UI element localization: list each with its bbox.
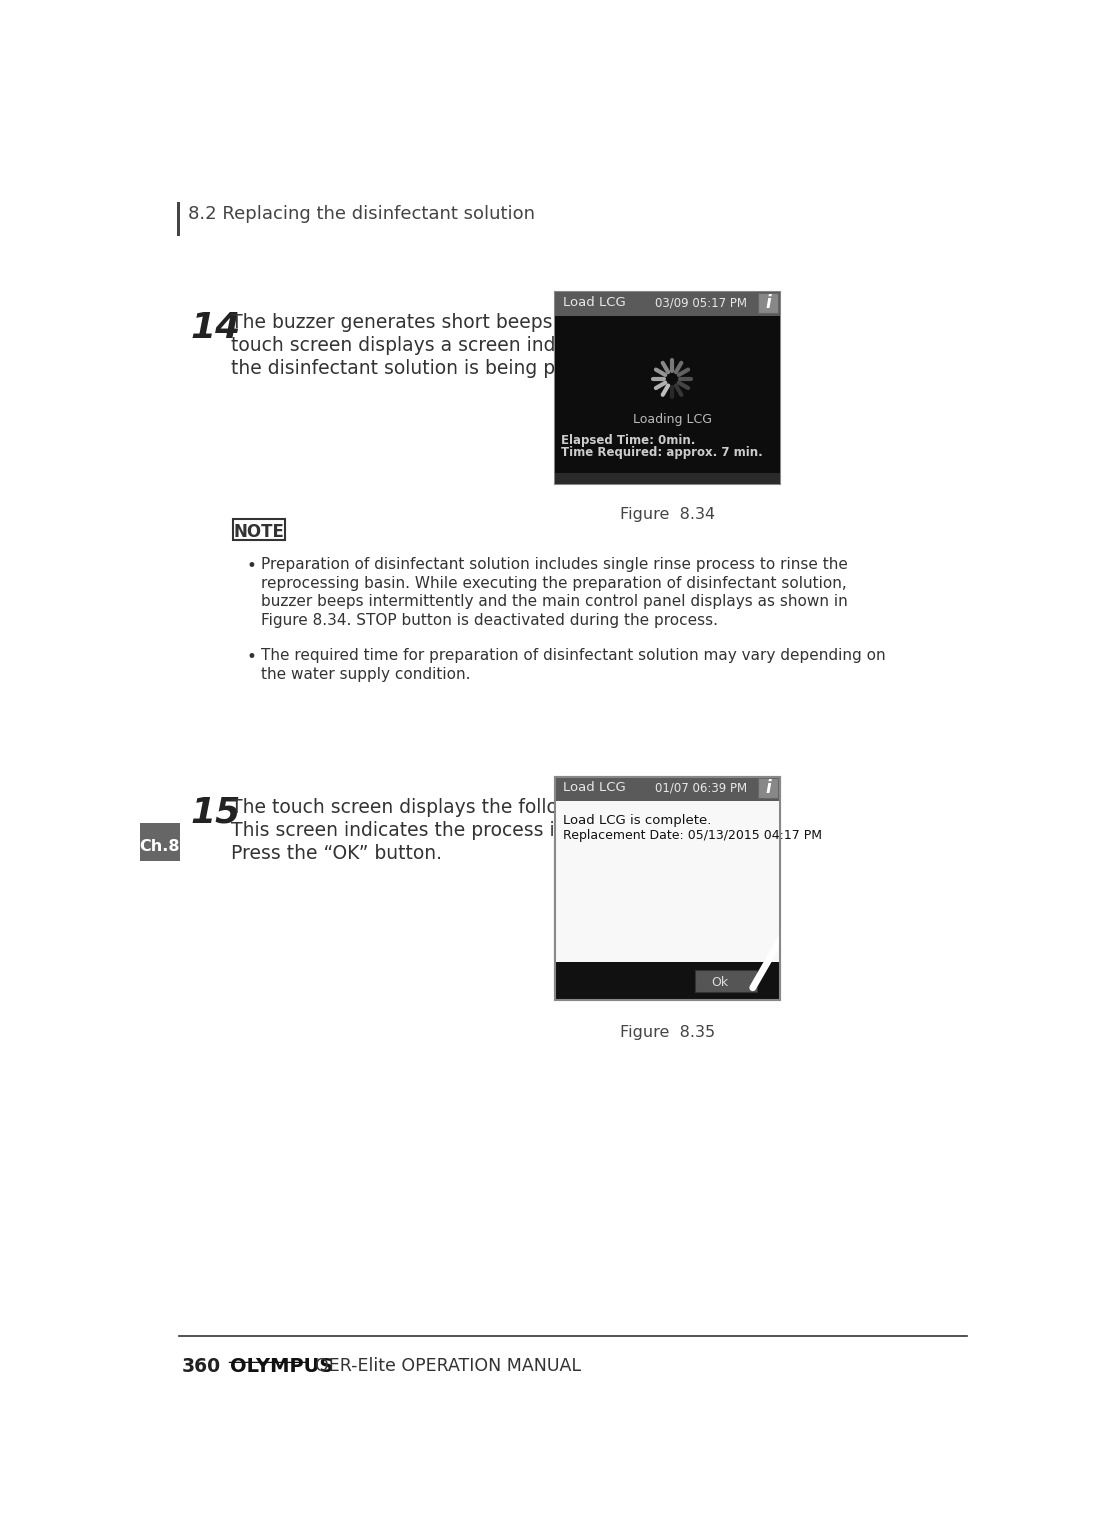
Text: This screen indicates the process is completed.: This screen indicates the process is com… (231, 821, 675, 841)
Text: the water supply condition.: the water supply condition. (260, 666, 471, 682)
Bar (140, 823, 180, 861)
Text: The required time for preparation of disinfectant solution may vary depending on: The required time for preparation of dis… (260, 648, 885, 663)
Text: Ok: Ok (711, 976, 728, 988)
Text: OLYMPUS: OLYMPUS (229, 1357, 333, 1376)
Text: Replacement Date: 05/13/2015 04:17 PM: Replacement Date: 05/13/2015 04:17 PM (562, 829, 822, 843)
Bar (233, 519, 285, 541)
Text: NOTE: NOTE (234, 522, 285, 541)
Text: Elapsed Time: 0min.: Elapsed Time: 0min. (561, 434, 695, 446)
Text: touch screen displays a screen indicating that: touch screen displays a screen indicatin… (231, 337, 663, 355)
Text: buzzer beeps intermittently and the main control panel displays as shown in: buzzer beeps intermittently and the main… (260, 594, 847, 610)
Text: reprocessing basin. While executing the preparation of disinfectant solution,: reprocessing basin. While executing the … (260, 576, 846, 591)
Bar (556, 962, 780, 1000)
Bar (758, 293, 778, 313)
Text: Figure 8.34. STOP button is deactivated during the process.: Figure 8.34. STOP button is deactivated … (260, 613, 718, 628)
Text: Figure  8.34: Figure 8.34 (620, 507, 716, 522)
Text: Loading LCG: Loading LCG (633, 414, 711, 426)
Text: Preparation of disinfectant solution includes single rinse process to rinse the: Preparation of disinfectant solution inc… (260, 558, 847, 573)
Text: Load LCG is complete.: Load LCG is complete. (562, 813, 711, 827)
Text: 360: 360 (181, 1357, 220, 1376)
Bar (556, 777, 780, 801)
Text: i: i (766, 780, 771, 797)
Text: 14: 14 (190, 311, 240, 345)
Bar (556, 316, 780, 472)
Bar (556, 801, 780, 962)
Text: 8.2 Replacing the disinfectant solution: 8.2 Replacing the disinfectant solution (188, 205, 534, 224)
Text: the disinfectant solution is being prepared.: the disinfectant solution is being prepa… (231, 360, 634, 378)
Text: The buzzer generates short beeps and the: The buzzer generates short beeps and the (231, 313, 631, 332)
Text: Time Required: approx. 7 min.: Time Required: approx. 7 min. (561, 446, 764, 458)
Text: 03/09 05:17 PM: 03/09 05:17 PM (655, 296, 747, 309)
Bar (556, 473, 780, 484)
Bar (177, 202, 180, 236)
Text: The touch screen displays the following screen.: The touch screen displays the following … (231, 798, 676, 817)
Bar (556, 291, 780, 316)
Text: 15: 15 (190, 797, 240, 830)
Bar (556, 777, 780, 1000)
Text: Figure  8.35: Figure 8.35 (620, 1025, 716, 1040)
Bar (556, 291, 780, 484)
Text: Load LCG: Load LCG (562, 296, 626, 309)
Text: •: • (247, 648, 256, 666)
Bar (556, 777, 780, 1000)
Bar (758, 778, 778, 798)
Text: OER-Elite OPERATION MANUAL: OER-Elite OPERATION MANUAL (315, 1357, 581, 1376)
Bar (694, 970, 757, 991)
Text: •: • (247, 558, 256, 576)
Text: Press the “OK” button.: Press the “OK” button. (231, 844, 443, 864)
Text: Ch.8: Ch.8 (140, 840, 180, 855)
Text: i: i (766, 294, 771, 313)
Text: Load LCG: Load LCG (562, 781, 626, 795)
Text: 01/07 06:39 PM: 01/07 06:39 PM (655, 781, 747, 795)
